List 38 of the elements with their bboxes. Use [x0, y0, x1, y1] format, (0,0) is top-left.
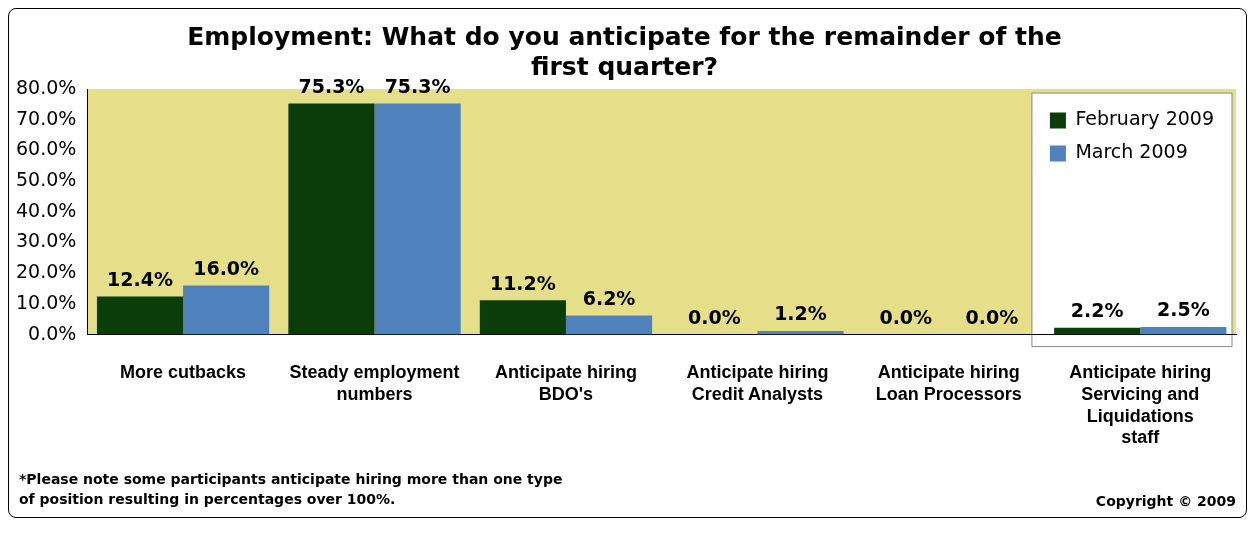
bar: [479, 300, 566, 335]
y-tick-label: 40.0%: [16, 198, 77, 221]
bar: [96, 296, 184, 335]
legend-label: March 2009: [1075, 140, 1188, 163]
bar: [374, 103, 461, 335]
text: 75.3%: [298, 74, 365, 97]
y-tick-label: 10.0%: [16, 290, 77, 313]
y-tick-label: 20.0%: [16, 260, 77, 283]
y-tick-label: 30.0%: [16, 229, 77, 252]
text: 75.3%: [384, 74, 451, 97]
x-tick-label: Anticipate hiring BDO's: [494, 362, 637, 404]
text: 0.0%: [687, 306, 741, 329]
x-tick-label: Anticipate hiring Credit Analysts: [686, 362, 829, 404]
text: 16.0%: [193, 256, 260, 279]
text: 6.2%: [582, 287, 636, 309]
x-tick-label: More cutbacks: [120, 362, 247, 383]
text: 12.4%: [107, 267, 173, 290]
text: 2.2%: [1070, 299, 1124, 322]
text: Copyright © 2009: [1095, 493, 1236, 509]
text: 0.0%: [965, 306, 1019, 329]
text: *Please note some participants anticipate hiring more than one type of position resulting in percentages over 100%.: [19, 470, 564, 509]
y-tick-label: 80.0%: [16, 75, 77, 98]
text: 2.5%: [1157, 298, 1210, 321]
y-tick-label: 50.0%: [16, 168, 77, 191]
bar: [183, 285, 270, 335]
x-tick-label: Steady employment numbers: [289, 362, 460, 404]
bar: [288, 103, 375, 335]
text: 1.2%: [774, 302, 827, 325]
text: 0.0%: [879, 306, 933, 329]
text: 11.2%: [489, 271, 556, 294]
y-tick-label: 70.0%: [16, 106, 77, 129]
y-tick-label: 0.0%: [28, 321, 77, 344]
bar: [1140, 326, 1227, 335]
bar: [565, 315, 653, 335]
legend-label: February 2009: [1075, 107, 1215, 130]
x-tick-label: Anticipate hiring Servicing and Liquidations staff: [1069, 362, 1212, 448]
y-tick-label: 60.0%: [16, 137, 77, 160]
x-tick-label: Anticipate hiring Loan Processors: [875, 362, 1022, 404]
